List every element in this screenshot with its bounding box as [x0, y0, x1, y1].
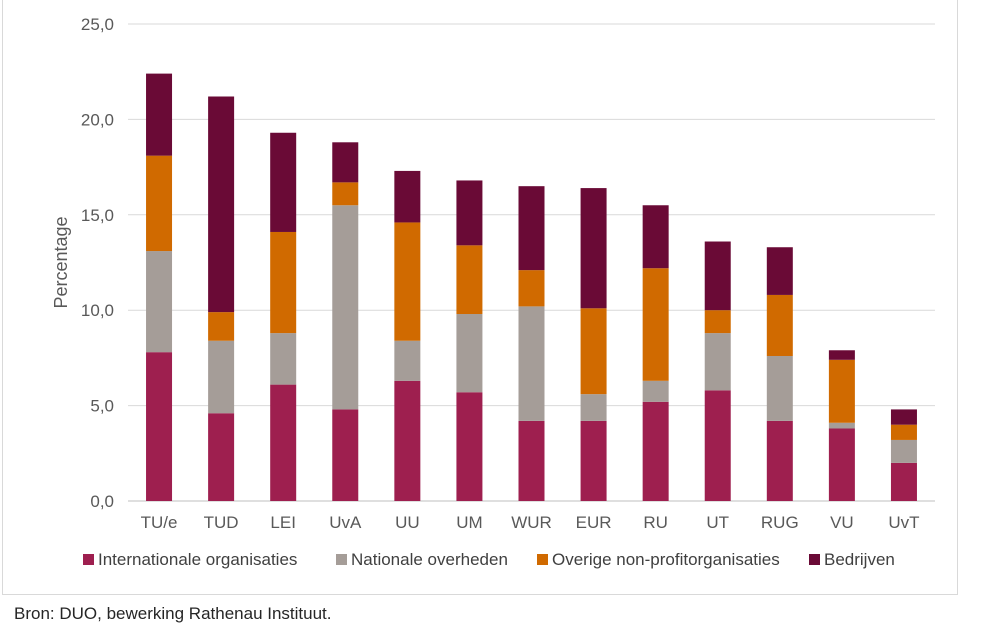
x-tick-label: UU	[395, 513, 420, 532]
bar-segment	[270, 231, 297, 334]
bar-segment	[642, 268, 669, 381]
legend-label: Nationale overheden	[351, 550, 508, 569]
bar-segment	[890, 462, 917, 501]
bar-segment	[518, 270, 545, 307]
legend-swatch	[83, 554, 94, 565]
x-tick-label: EUR	[576, 513, 612, 532]
bar-segment	[394, 222, 421, 341]
bar-segment	[456, 314, 483, 393]
y-axis-ticks: 0,0 5,0 10,0 15,0 20,0 25,0	[81, 15, 114, 511]
x-tick-label: UM	[456, 513, 482, 532]
bar-segment	[704, 310, 731, 334]
x-tick-label: UT	[706, 513, 729, 532]
bar-segment	[704, 241, 731, 311]
bar-segment	[766, 294, 793, 356]
bar-segment	[766, 355, 793, 421]
x-tick-label: RU	[643, 513, 668, 532]
y-tick-label: 25,0	[81, 15, 114, 34]
bar-segment	[146, 73, 173, 156]
bar-segment	[146, 251, 173, 353]
x-axis-ticks: TU/e TUD LEI UvA UU UM WUR EUR RU UT RUG VU UvT	[141, 513, 920, 532]
bar-segment	[208, 413, 235, 501]
bar-segment	[394, 170, 421, 223]
bar-segment	[890, 424, 917, 440]
bar-segment	[394, 340, 421, 381]
x-tick-label: RUG	[761, 513, 799, 532]
legend-swatch	[336, 554, 347, 565]
bar-segment	[332, 182, 359, 206]
bar-segment	[456, 245, 483, 315]
y-tick-label: 5,0	[90, 397, 114, 416]
bar-segment	[580, 394, 607, 421]
bar-segment	[828, 422, 855, 429]
bar-segment	[828, 428, 855, 501]
bar-segment	[332, 409, 359, 501]
bar-segment	[270, 132, 297, 232]
legend-swatch	[537, 554, 548, 565]
bar-segment	[332, 205, 359, 410]
bar-segment	[518, 420, 545, 501]
stacked-bar-chart: 0,0 5,0 10,0 15,0 20,0 25,0 TU/e TUD LEI UvA UU UM…	[51, 15, 935, 569]
legend-swatch	[809, 554, 820, 565]
bar-segment	[332, 142, 359, 183]
y-tick-label: 0,0	[90, 492, 114, 511]
bar-segment	[456, 180, 483, 246]
bar-segment	[580, 308, 607, 395]
bar-segment	[208, 340, 235, 414]
legend-label: Bedrijven	[824, 550, 895, 569]
bar-segment	[394, 380, 421, 501]
x-tick-label: LEI	[270, 513, 296, 532]
bar-segment	[270, 384, 297, 501]
bar-segment	[642, 401, 669, 501]
y-tick-label: 15,0	[81, 206, 114, 225]
bar-segment	[208, 312, 235, 341]
bar-segment	[828, 359, 855, 423]
bar-segment	[642, 380, 669, 402]
bar-segment	[766, 247, 793, 295]
bars	[146, 73, 917, 501]
bar-segment	[208, 96, 235, 313]
x-tick-label: UvA	[329, 513, 362, 532]
y-axis-title: Percentage	[51, 216, 71, 308]
chart-frame: 0,0 5,0 10,0 15,0 20,0 25,0 TU/e TUD LEI UvA UU UM…	[2, 0, 958, 595]
bar-segment	[890, 439, 917, 463]
x-tick-label: UvT	[888, 513, 919, 532]
bar-segment	[580, 420, 607, 501]
bar-segment	[146, 155, 173, 252]
bar-segment	[456, 392, 483, 501]
bar-segment	[828, 350, 855, 360]
x-tick-label: VU	[830, 513, 854, 532]
x-tick-label: TU/e	[141, 513, 178, 532]
bar-segment	[890, 409, 917, 425]
x-tick-label: TUD	[204, 513, 239, 532]
legend-label: Overige non-profitorganisaties	[552, 550, 780, 569]
bar-segment	[270, 333, 297, 385]
bar-segment	[704, 390, 731, 501]
bar-segment	[704, 333, 731, 391]
source-note: Bron: DUO, bewerking Rathenau Instituut.	[14, 604, 332, 623]
legend: Internationale organisaties Nationale ove…	[83, 550, 895, 569]
legend-label: Internationale organisaties	[98, 550, 297, 569]
bar-segment	[766, 420, 793, 501]
bar-segment	[642, 205, 669, 269]
bar-segment	[580, 188, 607, 309]
bar-segment	[518, 306, 545, 421]
x-tick-label: WUR	[511, 513, 552, 532]
y-tick-label: 10,0	[81, 301, 114, 320]
bar-segment	[146, 352, 173, 501]
bar-segment	[518, 186, 545, 271]
y-tick-label: 20,0	[81, 110, 114, 129]
